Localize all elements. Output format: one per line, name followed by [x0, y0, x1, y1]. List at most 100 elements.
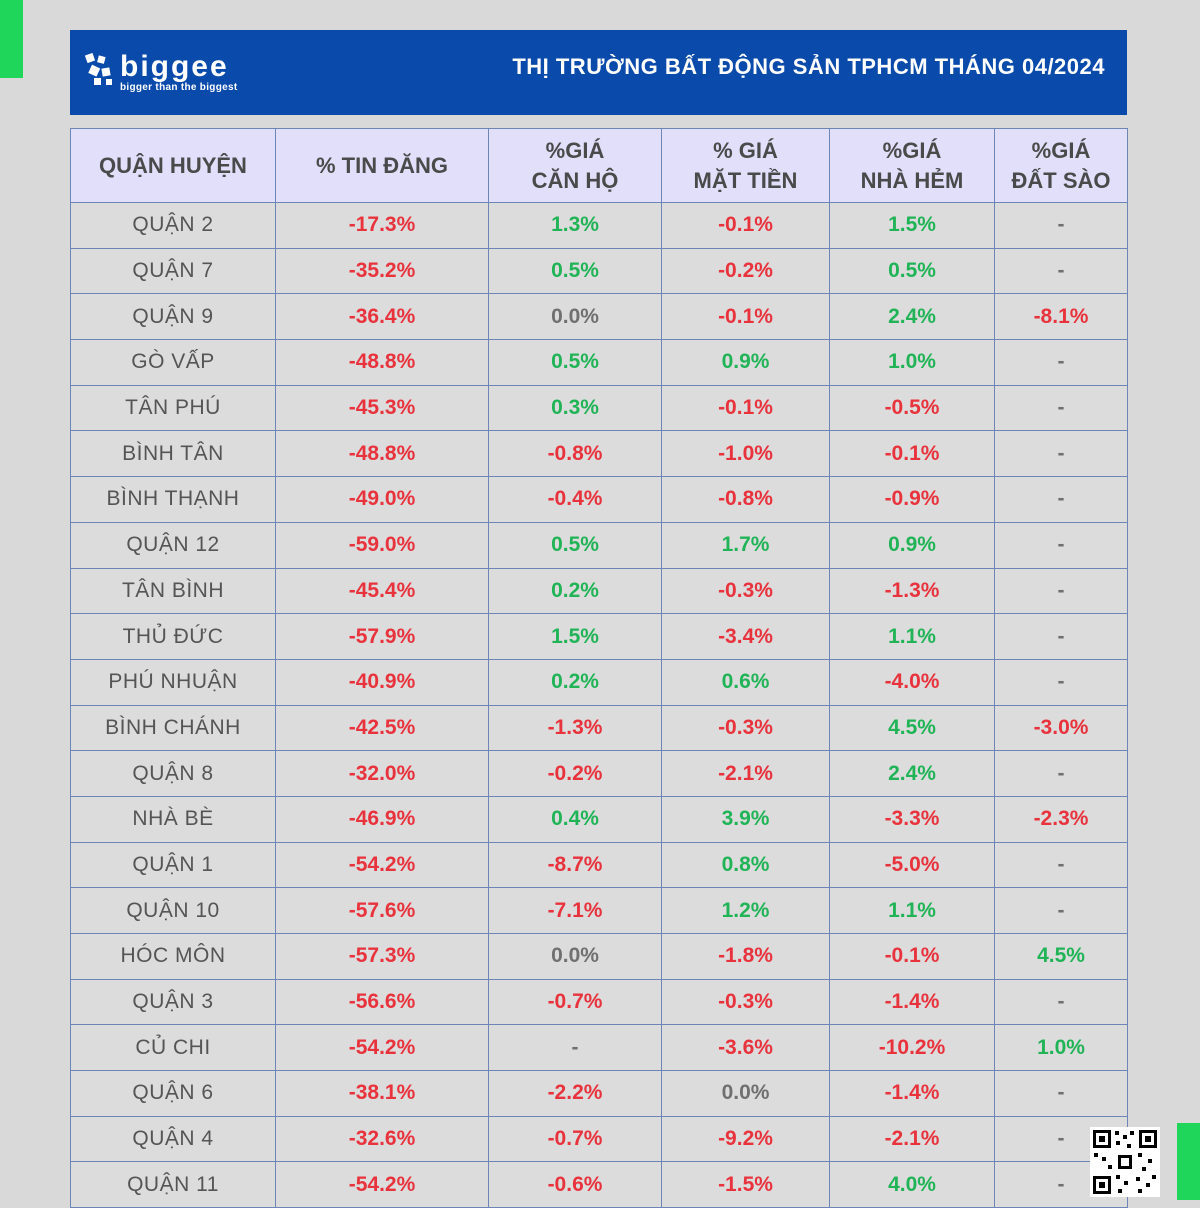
- accent-bar-left: [0, 0, 23, 78]
- qr-code-icon[interactable]: [1090, 1127, 1160, 1197]
- table-row: QUẬN 11 -54.2% -0.6% -1.5% 4.0% -: [70, 1161, 1128, 1208]
- value-cell: 0.3%: [488, 384, 662, 432]
- value-cell: 2.4%: [829, 750, 995, 797]
- table-row: QUẬN 2 -17.3% 1.3% -0.1% 1.5% -: [70, 202, 1128, 249]
- header-col-apartment: %GIÁ CĂN HỘ: [488, 128, 662, 203]
- header-label: QUẬN HUYỆN: [99, 152, 247, 178]
- value-cell: 4.5%: [829, 704, 995, 752]
- value-cell: -3.3%: [829, 795, 995, 843]
- table-row: QUẬN 1 -54.2% -8.7% 0.8% -5.0% -: [70, 841, 1128, 889]
- table-row: CỦ CHI -54.2% - -3.6% -10.2% 1.0%: [70, 1024, 1128, 1072]
- biggee-logo-icon: [84, 52, 112, 85]
- value-cell: 1.1%: [829, 613, 995, 660]
- value-cell: -0.3%: [661, 567, 830, 615]
- value-cell: -0.1%: [829, 430, 995, 478]
- table-row: PHÚ NHUẬN -40.9% 0.2% 0.6% -4.0% -: [70, 658, 1128, 706]
- value-cell: -: [994, 521, 1128, 569]
- value-cell: -59.0%: [275, 521, 489, 569]
- value-cell: 0.0%: [661, 1070, 830, 1117]
- district-cell: QUẬN 11: [70, 1161, 276, 1208]
- district-cell: BÌNH THẠNH: [70, 476, 276, 523]
- value-cell: 1.3%: [488, 202, 662, 249]
- header-col-frontage: % GIÁ MẶT TIỀN: [661, 128, 830, 203]
- value-cell: -: [994, 750, 1128, 797]
- value-cell: -: [994, 384, 1128, 432]
- value-cell: -0.5%: [829, 384, 995, 432]
- district-cell: BÌNH TÂN: [70, 430, 276, 478]
- value-cell: -17.3%: [275, 202, 489, 249]
- value-cell: 1.7%: [661, 521, 830, 569]
- value-cell: -4.0%: [829, 658, 995, 706]
- value-cell: -0.1%: [661, 384, 830, 432]
- value-cell: -7.1%: [488, 887, 662, 934]
- value-cell: -9.2%: [661, 1115, 830, 1163]
- table-row: BÌNH TÂN -48.8% -0.8% -1.0% -0.1% -: [70, 430, 1128, 478]
- page-title: THỊ TRƯỜNG BẤT ĐỘNG SẢN TPHCM THÁNG 04/2…: [512, 54, 1105, 79]
- value-cell: -57.6%: [275, 887, 489, 934]
- value-cell: -54.2%: [275, 1024, 489, 1072]
- brand-logo[interactable]: biggee bigger than the biggest: [84, 50, 264, 98]
- header-col-listing: % TIN ĐĂNG: [275, 128, 489, 203]
- value-cell: 1.0%: [829, 339, 995, 386]
- header-col-district: QUẬN HUYỆN: [70, 128, 276, 203]
- value-cell: -3.4%: [661, 613, 830, 660]
- value-cell: -: [994, 476, 1128, 523]
- table-header-row: QUẬN HUYỆN % TIN ĐĂNG %GIÁ CĂN HỘ % GIÁ MẶT T…: [70, 128, 1128, 203]
- header-label: %GIÁ: [1031, 137, 1091, 163]
- table-row: QUẬN 4 -32.6% -0.7% -9.2% -2.1% -: [70, 1115, 1128, 1163]
- value-cell: -54.2%: [275, 841, 489, 889]
- value-cell: -2.1%: [661, 750, 830, 797]
- district-cell: PHÚ NHUẬN: [70, 658, 276, 706]
- value-cell: -45.4%: [275, 567, 489, 615]
- table-row: BÌNH THẠNH -49.0% -0.4% -0.8% -0.9% -: [70, 476, 1128, 523]
- district-cell: QUẬN 9: [70, 293, 276, 341]
- value-cell: -3.6%: [661, 1024, 830, 1072]
- value-cell: -1.4%: [829, 978, 995, 1026]
- value-cell: -0.2%: [661, 247, 830, 295]
- value-cell: -0.8%: [488, 430, 662, 478]
- value-cell: 4.5%: [994, 933, 1128, 980]
- table-row: HÓC MÔN -57.3% 0.0% -1.8% -0.1% 4.5%: [70, 933, 1128, 980]
- value-cell: 0.5%: [488, 521, 662, 569]
- table-row: BÌNH CHÁNH -42.5% -1.3% -0.3% 4.5% -3.0%: [70, 704, 1128, 752]
- value-cell: -46.9%: [275, 795, 489, 843]
- value-cell: -1.0%: [661, 430, 830, 478]
- value-cell: 0.8%: [661, 841, 830, 889]
- value-cell: -32.6%: [275, 1115, 489, 1163]
- value-cell: -49.0%: [275, 476, 489, 523]
- district-cell: TÂN BÌNH: [70, 567, 276, 615]
- value-cell: -3.0%: [994, 704, 1128, 752]
- value-cell: 1.5%: [488, 613, 662, 660]
- district-cell: QUẬN 12: [70, 521, 276, 569]
- value-cell: -42.5%: [275, 704, 489, 752]
- table-row: QUẬN 10 -57.6% -7.1% 1.2% 1.1% -: [70, 887, 1128, 934]
- district-cell: BÌNH CHÁNH: [70, 704, 276, 752]
- value-cell: -8.1%: [994, 293, 1128, 341]
- value-cell: -45.3%: [275, 384, 489, 432]
- table-row: QUẬN 7 -35.2% 0.5% -0.2% 0.5% -: [70, 247, 1128, 295]
- value-cell: -: [994, 658, 1128, 706]
- value-cell: -: [994, 202, 1128, 249]
- value-cell: 4.0%: [829, 1161, 995, 1208]
- header-label: % GIÁ: [713, 137, 778, 163]
- value-cell: -1.5%: [661, 1161, 830, 1208]
- value-cell: -1.4%: [829, 1070, 995, 1117]
- value-cell: -57.3%: [275, 933, 489, 980]
- value-cell: -38.1%: [275, 1070, 489, 1117]
- value-cell: -0.9%: [829, 476, 995, 523]
- value-cell: -0.2%: [488, 750, 662, 797]
- value-cell: -48.8%: [275, 430, 489, 478]
- value-cell: -: [994, 887, 1128, 934]
- value-cell: -1.3%: [829, 567, 995, 615]
- value-cell: 0.9%: [661, 339, 830, 386]
- value-cell: -0.3%: [661, 704, 830, 752]
- value-cell: -0.3%: [661, 978, 830, 1026]
- value-cell: -0.7%: [488, 1115, 662, 1163]
- value-cell: -0.1%: [661, 293, 830, 341]
- table-row: THỦ ĐỨC -57.9% 1.5% -3.4% 1.1% -: [70, 613, 1128, 660]
- value-cell: -0.1%: [661, 202, 830, 249]
- table-row: QUẬN 9 -36.4% 0.0% -0.1% 2.4% -8.1%: [70, 293, 1128, 341]
- accent-bar-right: [1177, 1123, 1200, 1200]
- header-banner: biggee bigger than the biggest THỊ TRƯỜN…: [70, 30, 1127, 115]
- value-cell: -2.2%: [488, 1070, 662, 1117]
